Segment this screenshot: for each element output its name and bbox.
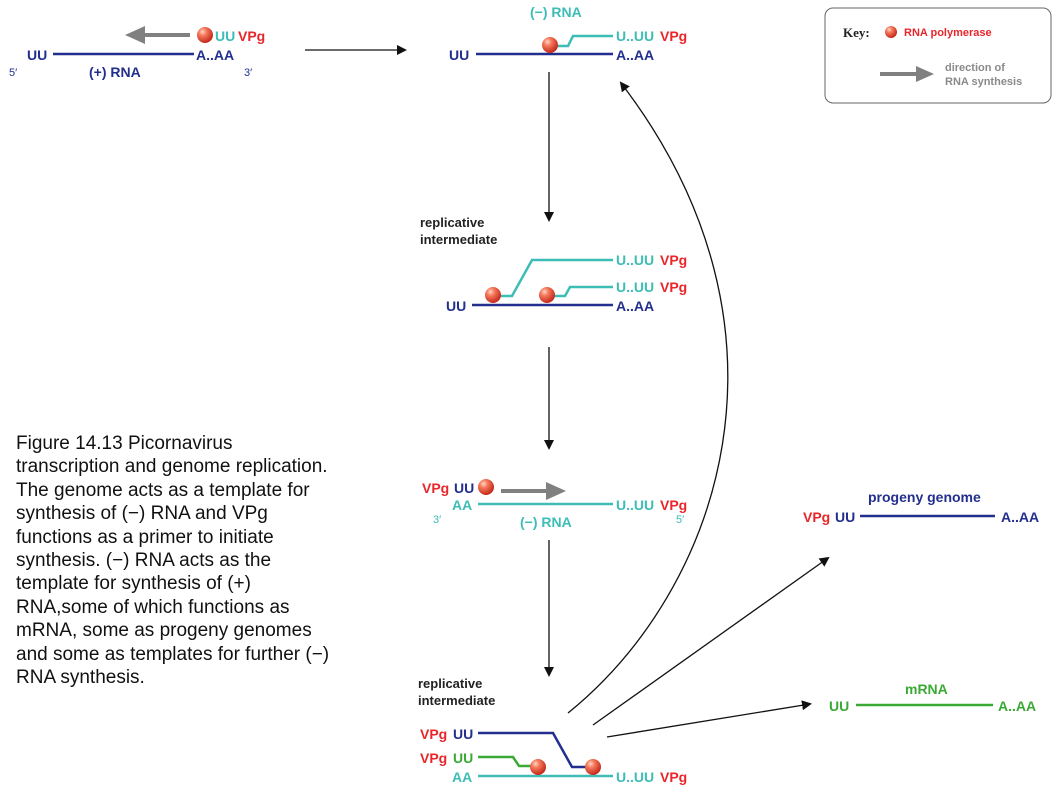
strand1-u-end: U..UU — [616, 252, 654, 268]
minus-rna-label: (−) RNA — [520, 514, 572, 530]
key-direction-line1: direction of — [945, 62, 1005, 74]
template-right-end: A..AA — [616, 47, 654, 63]
plus-rna-left-end: UU — [27, 47, 47, 63]
key-box: Key: RNA polymerase direction of RNA syn… — [824, 7, 1052, 104]
progeny-right-end: A..AA — [1001, 509, 1039, 525]
primer-uu: UU — [215, 28, 235, 44]
figure-caption: Figure 14.13 Picornavirus transcription … — [16, 433, 330, 689]
polymerase-icon — [197, 27, 213, 43]
nascent-minus-strand — [555, 34, 613, 48]
stage5-label-line1: replicative — [418, 676, 482, 691]
five-prime-label: 5′ — [676, 514, 684, 526]
row3-left-end: AA — [452, 769, 472, 785]
mrna-nascent-strand — [478, 755, 533, 768]
strand2-vpg: VPg — [660, 279, 687, 295]
mrna-right-end: A..AA — [998, 698, 1036, 714]
progeny-vpg: VPg — [803, 509, 830, 525]
progeny-title: progeny genome — [868, 489, 981, 505]
template-right-end: A..AA — [616, 298, 654, 314]
primer-uu: UU — [454, 480, 474, 496]
progeny-plus-strand — [478, 731, 590, 769]
three-prime-label: 3′ — [433, 514, 441, 526]
nascent-strand-2 — [553, 285, 613, 298]
progeny-uu: UU — [835, 509, 855, 525]
key-frame — [824, 7, 1052, 104]
stage2-minus-synthesis: (−) RNA UU U..UU VPg A..AA — [449, 4, 687, 63]
recycle-arrow — [567, 81, 729, 714]
stage3-label-line2: intermediate — [420, 232, 497, 247]
key-title: Key: — [843, 25, 870, 40]
primer-vpg: VPg — [238, 28, 265, 44]
five-prime-label: 5′ — [9, 67, 17, 79]
polymerase-icon — [542, 37, 558, 53]
row1-uu: UU — [453, 726, 473, 742]
progeny-genome: progeny genome VPg UU A..AA — [803, 489, 1039, 525]
minus-rna-vpg: VPg — [660, 497, 687, 513]
minus-rna-label: (−) RNA — [530, 4, 582, 20]
nascent-u-end: U..UU — [616, 28, 654, 44]
nascent-vpg: VPg — [660, 28, 687, 44]
strand2-u-end: U..UU — [616, 279, 654, 295]
mrna-title: mRNA — [905, 681, 948, 697]
row2-vpg: VPg — [420, 750, 447, 766]
three-prime-label: 3′ — [244, 67, 252, 79]
row3-vpg: VPg — [660, 769, 687, 785]
mrna-product: mRNA UU A..AA — [829, 681, 1036, 714]
primer-vpg: VPg — [422, 480, 449, 496]
minus-rna-u-end: U..UU — [616, 497, 654, 513]
minus-rna-left-end: AA — [452, 497, 472, 513]
flow-arrow-to-progeny — [592, 556, 830, 726]
synthesis-direction-arrow-icon — [125, 26, 190, 44]
polymerase-icon — [530, 759, 546, 775]
row3-u-end: U..UU — [616, 769, 654, 785]
synthesis-direction-arrow-icon — [501, 482, 566, 500]
nascent-strand-1 — [498, 258, 613, 298]
key-polymerase-label: RNA polymerase — [904, 27, 992, 39]
stage3-label-line1: replicative — [420, 215, 484, 230]
strand1-vpg: VPg — [660, 252, 687, 268]
key-direction-arrow-icon — [880, 66, 934, 82]
template-left-end: UU — [449, 47, 469, 63]
flow-arrow-to-mrna — [606, 700, 812, 738]
key-polymerase-icon — [885, 26, 897, 38]
mrna-left-end: UU — [829, 698, 849, 714]
polymerase-icon — [485, 287, 501, 303]
polymerase-icon — [539, 287, 555, 303]
row1-vpg: VPg — [420, 726, 447, 742]
polymerase-icon — [478, 479, 494, 495]
plus-rna-right-end: A..AA — [196, 47, 234, 63]
stage3-replicative-intermediate: replicative intermediate UU U..UU VPg U.… — [420, 215, 687, 314]
key-direction-line2: RNA synthesis — [945, 76, 1022, 88]
stage4-minus-rna-template: VPg UU AA U..UU VPg 3′ (−) RNA 5′ — [422, 479, 687, 530]
template-left-end: UU — [446, 298, 466, 314]
stage5-replicative-intermediate: replicative intermediate VPg UU VPg UU A… — [418, 676, 687, 785]
row2-uu: UU — [453, 750, 473, 766]
plus-rna-label: (+) RNA — [89, 64, 141, 80]
stage1-plus-rna: UU VPg UU A..AA 5′ (+) RNA 3′ — [9, 26, 265, 80]
stage5-label-line2: intermediate — [418, 693, 495, 708]
polymerase-icon — [585, 759, 601, 775]
